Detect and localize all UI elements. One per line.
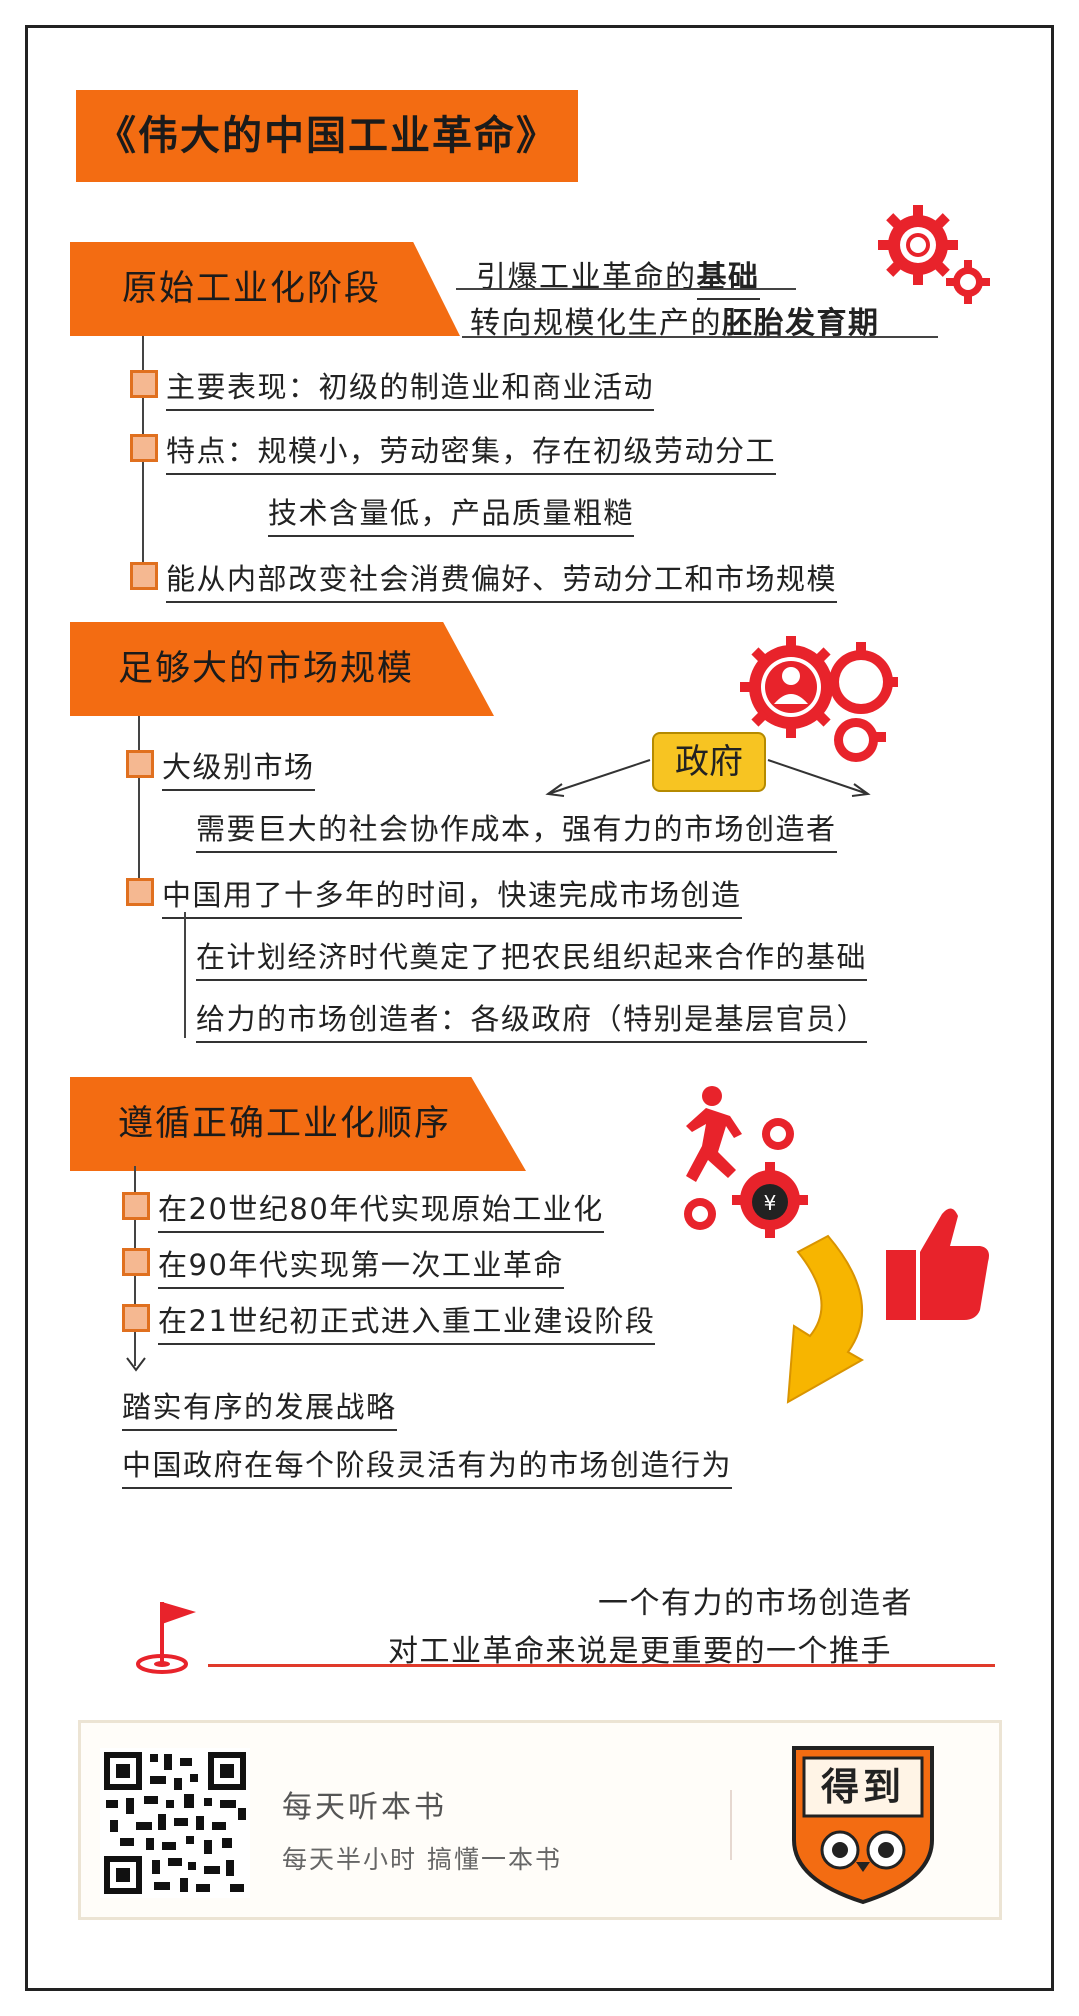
bullet-icon	[130, 370, 158, 398]
page-frame	[25, 25, 1054, 1991]
section1-note-line2: 转向规模化生产的胚胎发育期	[470, 298, 880, 342]
app-slogan: 每天半小时 搞懂一本书	[282, 1845, 562, 1874]
summary-underline	[208, 1664, 995, 1667]
section2-item2: 中国用了十多年的时间，快速完成市场创造	[162, 872, 742, 919]
note-line2-underline	[462, 336, 938, 338]
section1-item2-cont: 技术含量低，产品质量粗糙	[268, 490, 635, 537]
section3-conclusion1: 踏实有序的发展战略	[122, 1384, 397, 1431]
summary-line1: 一个有力的市场创造者	[598, 1586, 913, 1621]
gears-icon	[878, 205, 990, 304]
section2-subtree-line	[184, 912, 186, 1038]
section2-tag: 足够大的市场规模	[70, 622, 494, 716]
note-line2-text: 转向规模化生产的	[470, 306, 722, 341]
badge-text: 得到	[820, 1765, 905, 1809]
footer-divider	[730, 1790, 732, 1860]
note-line1-underline	[456, 288, 796, 290]
qr-code-icon[interactable]	[100, 1748, 250, 1898]
bullet-icon	[122, 1304, 150, 1332]
note-line1-bold: 基础	[696, 260, 760, 300]
shield-logo-icon	[792, 1746, 934, 1905]
bullet-icon	[126, 878, 154, 906]
curved-arrow-icon	[786, 1234, 865, 1404]
team-gears-icon	[740, 636, 898, 762]
section2-item1: 大级别市场	[162, 744, 315, 791]
section2-item2-detail2: 给力的市场创造者：各级政府（特别是基层官员）	[196, 996, 868, 1043]
bullet-icon	[130, 434, 158, 462]
svg-text:¥: ¥	[764, 1191, 777, 1215]
split-arrows-icon	[545, 759, 871, 797]
government-label: 政府	[652, 732, 766, 792]
page-title: 《伟大的中国工业革命》	[76, 90, 578, 182]
section3-conclusion2: 中国政府在每个阶段灵活有为的市场创造行为	[122, 1442, 733, 1489]
app-name: 每天听本书	[282, 1790, 447, 1825]
section1-item3: 能从内部改变社会消费偏好、劳动分工和市场规模	[166, 556, 838, 603]
section1-item1: 主要表现：初级的制造业和商业活动	[166, 364, 655, 411]
down-arrow-icon	[126, 1357, 146, 1372]
section2-item1-detail: 需要巨大的社会协作成本，强有力的市场创造者	[196, 806, 837, 853]
section1-item2: 特点：规模小，劳动密集，存在初级劳动分工	[166, 428, 777, 475]
flag-target-icon	[136, 1602, 196, 1674]
section3-item3: 在21世纪初正式进入重工业建设阶段	[158, 1298, 656, 1345]
runner-money-icon: ¥	[684, 1086, 808, 1238]
section2-tree-line	[138, 716, 140, 892]
section2-item2-detail1: 在计划经济时代奠定了把农民组织起来合作的基础	[196, 934, 868, 981]
bullet-icon	[130, 562, 158, 590]
summary-line2: 对工业革命来说是更重要的一个推手	[388, 1634, 892, 1669]
bullet-icon	[122, 1192, 150, 1220]
bullet-icon	[126, 750, 154, 778]
thumbs-up-icon	[886, 1208, 989, 1320]
dedao-logo: 得到	[788, 1744, 938, 1906]
section3-tag: 遵循正确工业化顺序	[70, 1077, 526, 1171]
section3-item1: 在20世纪80年代实现原始工业化	[158, 1186, 604, 1233]
bullet-icon	[122, 1248, 150, 1276]
section3-item2: 在90年代实现第一次工业革命	[158, 1242, 564, 1289]
section1-tag: 原始工业化阶段	[70, 242, 460, 336]
note-line2-bold: 胚胎发育期	[722, 306, 880, 341]
